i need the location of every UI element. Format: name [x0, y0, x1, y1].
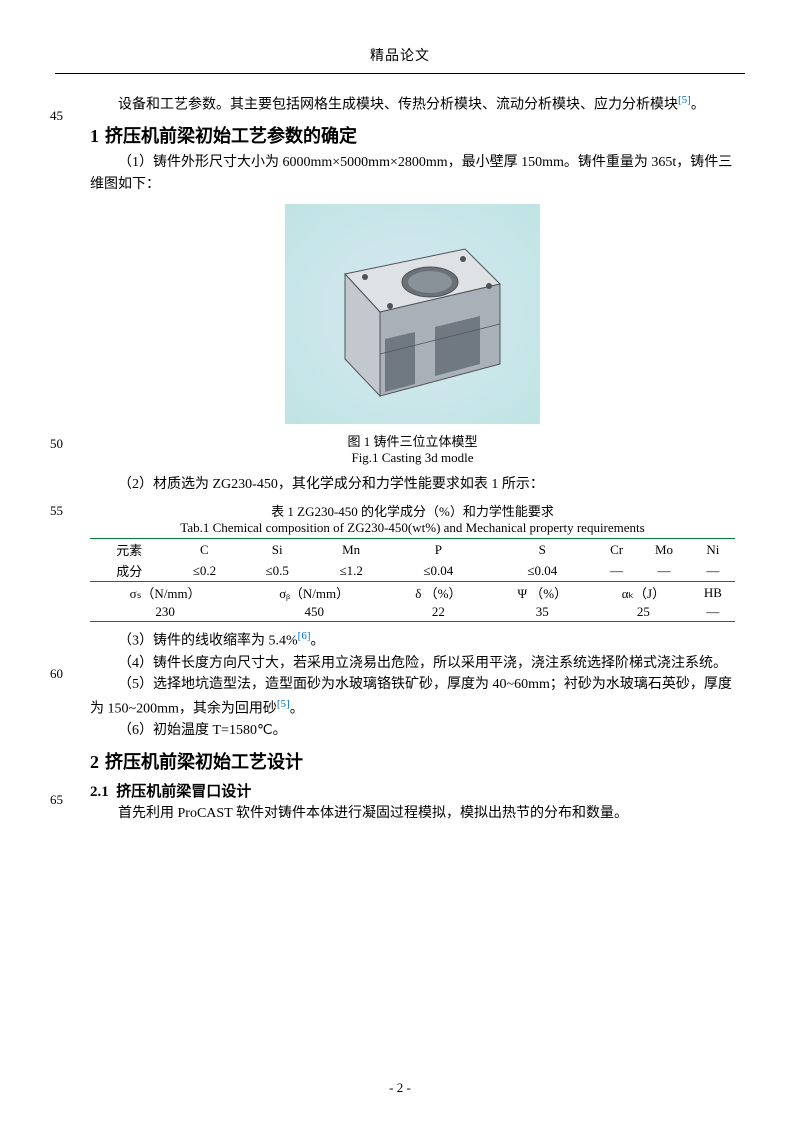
t1-r3c4: Ψ （%） — [489, 582, 596, 604]
lineno-45: 45 — [50, 108, 63, 124]
heading-2-1: 2.1 挤压机前梁冒口设计 — [90, 780, 735, 801]
t1-r1c4: Mn — [314, 539, 388, 561]
t1-r4c2: 450 — [240, 603, 388, 622]
t1-r2c9: — — [691, 560, 735, 582]
table-1: 元素 C Si Mn P S Cr Mo Ni 成分 ≤0.2 ≤0.5 ≤1.… — [90, 538, 735, 622]
t1-r4c6: — — [691, 603, 735, 622]
figure-1-caption-cn: 图 1 铸件三位立体模型 — [90, 431, 735, 450]
t1-r2c8: — — [637, 560, 691, 582]
t1-r4c3: 22 — [388, 603, 488, 622]
p1-text-a: 设备和工艺参数。其主要包括网格生成模块、传热分析模块、流动分析模块、应力分析模块 — [118, 98, 678, 113]
t1-r1c9: Ni — [691, 539, 735, 561]
t1-r2c2: ≤0.2 — [169, 560, 241, 582]
t1-r2c6: ≤0.04 — [489, 560, 596, 582]
t1-r1c5: P — [388, 539, 488, 561]
lineno-50: 50 — [50, 436, 63, 452]
heading-2-title: 挤压机前梁初始工艺设计 — [105, 752, 303, 772]
t1-r3c2: σᵦ（N/mm） — [240, 582, 388, 604]
p6-text-b: 。 — [290, 702, 304, 717]
t1-r4c1: 230 — [90, 603, 240, 622]
t1-r3c1: σₛ（N/mm） — [90, 582, 240, 604]
page-header-title: 精品论文 — [55, 45, 745, 65]
paragraph-p8: 首先利用 ProCAST 软件对铸件本体进行凝固过程模拟，模拟出热节的分布和数量… — [90, 803, 735, 825]
paragraph-p2: （1）铸件外形尺寸大小为 6000mm×5000mm×2800mm，最小壁厚 1… — [90, 152, 735, 195]
heading-2: 2 挤压机前梁初始工艺设计 — [90, 748, 735, 774]
p4-text-b: 。 — [311, 634, 325, 649]
paragraph-p3: （2）材质选为 ZG230-450，其化学成分和力学性能要求如表 1 所示： — [90, 474, 735, 496]
t1-r2c1: 成分 — [90, 560, 169, 582]
paragraph-intro: 设备和工艺参数。其主要包括网格生成模块、传热分析模块、流动分析模块、应力分析模块… — [90, 92, 735, 116]
page-number: - 2 - — [0, 1080, 800, 1096]
t1-r1c1: 元素 — [90, 539, 169, 561]
paragraph-p4: （3）铸件的线收缩率为 5.4%[6]。 — [90, 628, 735, 652]
heading-1-num: 1 — [90, 126, 99, 146]
p4-ref: [6] — [298, 630, 311, 642]
casting-3d-icon — [285, 204, 540, 424]
p1-ref: [5] — [678, 94, 691, 106]
t1-r2c4: ≤1.2 — [314, 560, 388, 582]
t1-r1c3: Si — [240, 539, 314, 561]
lineno-60: 60 — [50, 666, 63, 682]
paragraph-p5: （4）铸件长度方向尺寸大，若采用立浇易出危险，所以采用平浇，浇注系统选择阶梯式浇… — [90, 653, 735, 675]
heading-2-1-title: 挤压机前梁冒口设计 — [116, 784, 251, 800]
p6-ref: [5] — [277, 698, 290, 710]
heading-2-1-num: 2.1 — [90, 784, 109, 800]
table-1-caption-cn: 表 1 ZG230-450 的化学成分（%）和力学性能要求 — [90, 501, 735, 520]
t1-r4c5: 25 — [596, 603, 691, 622]
paragraph-p6: （5）选择地坑造型法，造型面砂为水玻璃铬铁矿砂，厚度为 40~60mm；衬砂为水… — [90, 674, 735, 720]
figure-1: 图 1 铸件三位立体模型 Fig.1 Casting 3d modle — [90, 204, 735, 466]
heading-1-title: 挤压机前梁初始工艺参数的确定 — [105, 126, 357, 146]
lineno-65: 65 — [50, 792, 63, 808]
p1-text-b: 。 — [691, 98, 705, 113]
t1-r2c7: — — [596, 560, 637, 582]
t1-r2c3: ≤0.5 — [240, 560, 314, 582]
p6-text-a: （5）选择地坑造型法，造型面砂为水玻璃铬铁矿砂，厚度为 40~60mm；衬砂为水… — [90, 677, 732, 716]
header-rule — [55, 73, 745, 74]
paragraph-p7: （6）初始温度 T=1580℃。 — [90, 720, 735, 742]
lineno-55: 55 — [50, 503, 63, 519]
t1-r3c3: δ （%） — [388, 582, 488, 604]
t1-r1c7: Cr — [596, 539, 637, 561]
t1-r4c4: 35 — [489, 603, 596, 622]
t1-r3c6: HB — [691, 582, 735, 604]
heading-2-num: 2 — [90, 752, 99, 772]
t1-r2c5: ≤0.04 — [388, 560, 488, 582]
t1-r1c6: S — [489, 539, 596, 561]
p4-text-a: （3）铸件的线收缩率为 5.4% — [118, 634, 298, 649]
figure-1-caption-en: Fig.1 Casting 3d modle — [90, 450, 735, 466]
t1-r3c5: αₖ（J） — [596, 582, 691, 604]
t1-r1c8: Mo — [637, 539, 691, 561]
t1-r1c2: C — [169, 539, 241, 561]
table-1-caption-en: Tab.1 Chemical composition of ZG230-450(… — [90, 520, 735, 536]
heading-1: 1 挤压机前梁初始工艺参数的确定 — [90, 122, 735, 148]
